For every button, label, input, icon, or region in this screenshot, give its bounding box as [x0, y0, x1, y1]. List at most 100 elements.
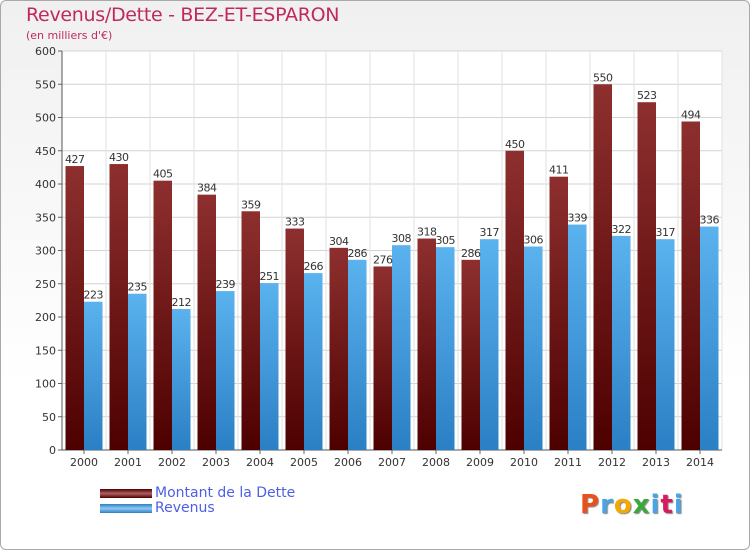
bar-debt [329, 247, 348, 450]
x-tick-label: 2006 [334, 456, 362, 469]
bar-debt [593, 84, 612, 450]
y-tick-label: 150 [35, 344, 56, 357]
x-tick-label: 2003 [202, 456, 230, 469]
bar-debt [109, 164, 128, 451]
bar-revenue [172, 309, 191, 450]
bar-debt [373, 266, 392, 450]
legend-swatch-debt [100, 489, 152, 498]
x-tick-label: 2004 [246, 456, 274, 469]
x-tick-label: 2010 [510, 456, 538, 469]
data-label-revenue: 212 [172, 296, 192, 309]
y-tick-label: 350 [35, 211, 56, 224]
x-tick-label: 2013 [642, 456, 670, 469]
y-tick-label: 600 [35, 45, 56, 58]
bar-revenue [348, 259, 367, 450]
data-label-revenue: 305 [436, 234, 456, 247]
data-label-debt: 333 [285, 216, 305, 229]
data-label-revenue: 286 [348, 247, 368, 260]
x-tick-label: 2012 [598, 456, 626, 469]
chart-title: Revenus/Dette - BEZ-ET-ESPARON [26, 4, 340, 26]
bar-revenue [700, 226, 719, 450]
bar-debt [637, 102, 656, 450]
x-tick-label: 2011 [554, 456, 582, 469]
logo-letter: P [580, 490, 601, 520]
bar-revenue [392, 245, 411, 450]
bar-debt [461, 259, 480, 450]
data-label-revenue: 336 [700, 214, 720, 227]
data-label-debt: 427 [65, 153, 85, 166]
data-label-debt: 286 [461, 247, 481, 260]
bar-debt [197, 194, 216, 450]
y-tick-label: 200 [35, 311, 56, 324]
data-label-revenue: 239 [216, 278, 236, 291]
y-tick-label: 0 [49, 444, 56, 457]
x-tick-label: 2001 [114, 456, 142, 469]
bar-revenue [436, 247, 455, 450]
data-label-revenue: 251 [260, 270, 280, 283]
data-label-revenue: 322 [612, 223, 632, 236]
data-label-revenue: 306 [524, 234, 544, 247]
proxiti-logo: Proxiti [580, 490, 684, 520]
y-tick-label: 250 [35, 278, 56, 291]
data-label-debt: 318 [417, 226, 437, 239]
bar-revenue [128, 293, 147, 450]
y-tick-label: 550 [35, 78, 56, 91]
bar-revenue [480, 239, 499, 450]
y-tick-label: 100 [35, 378, 56, 391]
y-tick-label: 500 [35, 112, 56, 125]
legend-label-debt: Montant de la Dette [155, 485, 296, 501]
bar-debt [681, 121, 700, 451]
bar-debt [285, 228, 304, 450]
bar-revenue [216, 291, 235, 450]
bar-debt [153, 180, 172, 451]
data-label-debt: 276 [373, 253, 393, 266]
bar-revenue [612, 235, 631, 450]
bar-revenue [656, 239, 675, 450]
data-label-debt: 430 [109, 151, 129, 164]
bar-revenue [568, 224, 587, 450]
legend-swatch-revenue [100, 504, 152, 513]
logo-letter: i [650, 490, 661, 520]
bar-revenue [304, 273, 323, 450]
data-label-debt: 450 [505, 138, 525, 151]
logo-letter: x [632, 490, 651, 520]
data-label-debt: 550 [593, 71, 613, 84]
bar-debt [505, 150, 524, 450]
logo-letter: i [673, 490, 684, 520]
bar-revenue [84, 301, 103, 450]
y-tick-label: 50 [42, 411, 56, 424]
bar-debt [241, 211, 260, 450]
x-tick-label: 2009 [466, 456, 494, 469]
data-label-revenue: 317 [656, 226, 676, 239]
y-tick-label: 450 [35, 145, 56, 158]
data-label-revenue: 339 [568, 212, 588, 225]
data-label-revenue: 266 [304, 260, 324, 273]
x-tick-label: 2005 [290, 456, 318, 469]
bar-revenue [524, 246, 543, 450]
bar-debt [417, 238, 436, 450]
legend-label-revenue: Revenus [155, 500, 215, 516]
x-tick-label: 2007 [378, 456, 406, 469]
data-label-revenue: 235 [128, 281, 148, 294]
data-label-revenue: 308 [392, 232, 412, 245]
x-tick-label: 2014 [686, 456, 714, 469]
data-label-revenue: 223 [84, 289, 104, 302]
bar-debt [549, 176, 568, 450]
x-tick-label: 2002 [158, 456, 186, 469]
data-label-debt: 405 [153, 168, 173, 181]
logo-letter: r [600, 490, 614, 520]
data-label-debt: 359 [241, 198, 261, 211]
data-label-debt: 384 [197, 182, 217, 195]
bar-revenue [260, 283, 279, 450]
x-tick-label: 2000 [70, 456, 98, 469]
y-tick-label: 400 [35, 178, 56, 191]
chart-subtitle: (en milliers d'€) [26, 29, 113, 42]
data-label-debt: 494 [681, 108, 701, 121]
data-label-debt: 411 [549, 164, 569, 177]
data-label-revenue: 317 [480, 226, 500, 239]
logo-letter: t [660, 490, 674, 520]
data-label-debt: 523 [637, 89, 657, 102]
x-tick-label: 2008 [422, 456, 450, 469]
bar-debt [65, 166, 84, 451]
